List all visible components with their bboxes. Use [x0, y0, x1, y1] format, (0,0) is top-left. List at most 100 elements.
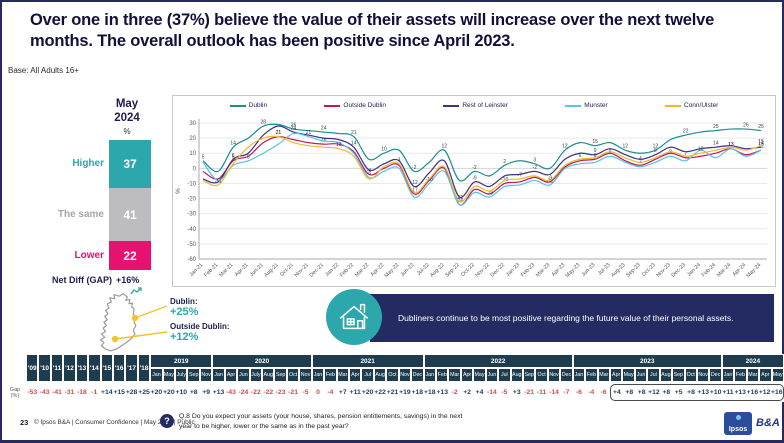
- gap-value: +15: [113, 388, 125, 396]
- timeline-group-16: '16 +15: [112, 354, 126, 402]
- gap-value: +8: [635, 384, 648, 401]
- timeline-month: Feb: [585, 368, 598, 382]
- gap-value: -21: [288, 388, 298, 396]
- bar-segment-lower: 22: [109, 241, 151, 270]
- svg-text:12: 12: [442, 144, 448, 150]
- timeline-month: Jan: [150, 368, 163, 382]
- svg-text:Jun-22: Jun-22: [400, 262, 416, 278]
- svg-text:Feb-23: Feb-23: [520, 262, 536, 278]
- svg-text:-2: -2: [472, 165, 477, 171]
- legend-swatch: [324, 104, 341, 107]
- svg-text:-6: -6: [367, 171, 372, 177]
- gap-value: -53: [27, 388, 38, 396]
- timeline-month: Jan: [212, 368, 225, 382]
- svg-text:-10: -10: [187, 181, 196, 187]
- svg-text:Aug-23: Aug-23: [610, 262, 627, 279]
- gap-value: -4: [588, 388, 595, 396]
- svg-text:30: 30: [189, 121, 196, 127]
- period-year: 2024: [114, 111, 140, 124]
- timeline-group-2023: 2023 Jan Feb Mar Apr May Jun Jul Aug Sep Oct Nov Dec…: [572, 354, 722, 402]
- series-line-munster: [202, 132, 762, 206]
- svg-text:8: 8: [609, 150, 612, 156]
- timeline-group-2019: 2019 Jan May July Sep Nov +20 +20 +10 +8 +9: [150, 354, 213, 402]
- gap-value: -2: [451, 388, 458, 396]
- svg-text:12: 12: [653, 144, 659, 150]
- svg-text:12: 12: [562, 144, 568, 150]
- timeline-month: Sep: [672, 368, 685, 382]
- dublin-label: Dublin:: [170, 297, 198, 306]
- gap-value: +12: [758, 384, 771, 401]
- copyright: © Ipsos B&A | Consumer Confidence | May …: [34, 419, 195, 426]
- svg-text:Oct-22: Oct-22: [460, 262, 476, 278]
- trend-chart: 3020100-10-20-30-40-50-60%Jan-21Feb-21Ma…: [175, 119, 767, 279]
- timeline-group-13: '13 -18: [75, 354, 89, 402]
- svg-text:-2: -2: [533, 165, 538, 171]
- timeline-year: 2021: [311, 354, 424, 368]
- svg-text:24: 24: [291, 126, 297, 132]
- timeline-month: May: [162, 368, 176, 382]
- svg-text:Aug-22: Aug-22: [429, 262, 446, 279]
- timeline-month: Nov: [696, 368, 710, 382]
- series-line-dublin: [202, 123, 762, 182]
- svg-text:12: 12: [758, 144, 764, 150]
- svg-text:Nov-23: Nov-23: [655, 262, 672, 279]
- timeline-month: Mar: [597, 368, 610, 382]
- svg-text:14: 14: [758, 141, 764, 147]
- svg-text:9: 9: [654, 148, 657, 154]
- gap-value: +5: [672, 384, 685, 401]
- dublin-dot: [131, 314, 139, 322]
- gap-value: -14: [549, 388, 559, 396]
- svg-text:26: 26: [743, 123, 749, 129]
- page-number: 23: [20, 418, 29, 427]
- svg-text:-7: -7: [517, 172, 522, 178]
- gap-value: +16: [746, 384, 759, 401]
- period-month: May: [115, 98, 139, 110]
- svg-text:15: 15: [758, 139, 764, 145]
- timeline-year: '13: [75, 354, 89, 382]
- svg-text:Feb-24: Feb-24: [701, 262, 717, 278]
- trend-arrow-icon: [130, 287, 142, 295]
- gap-value: -7: [563, 388, 570, 396]
- timeline-group-18: '18 +25: [137, 354, 151, 402]
- svg-text:12: 12: [622, 144, 628, 150]
- gap-value: +22: [374, 388, 386, 396]
- timeline-year: 2020: [212, 354, 312, 368]
- svg-text:0: 0: [193, 166, 197, 172]
- svg-text:-9: -9: [472, 175, 477, 181]
- timeline-month: Mar: [448, 368, 461, 382]
- timeline-month: Dec: [560, 368, 573, 382]
- svg-text:Mar-21: Mar-21: [218, 262, 234, 278]
- svg-text:Oct-21: Oct-21: [279, 262, 295, 278]
- timeline-year: '09: [26, 354, 39, 382]
- gap-value: -41: [52, 388, 62, 396]
- timeline-group-2022: 2022 Jan Feb Mar Apr May Jun Jul Aug Sep Oct Nov Dec…: [423, 354, 573, 402]
- svg-text:13: 13: [728, 142, 734, 148]
- gap-value: -4: [327, 388, 334, 396]
- svg-text:20: 20: [189, 136, 196, 142]
- timeline-month: Aug: [373, 368, 387, 382]
- svg-text:Mar-24: Mar-24: [716, 262, 732, 278]
- svg-text:Dec-23: Dec-23: [670, 262, 687, 279]
- timeline-month: Jun: [485, 368, 499, 382]
- insight-icon-circle: [326, 289, 382, 345]
- stacked-bar: 37 41 22: [109, 140, 151, 270]
- svg-text:13: 13: [336, 142, 342, 148]
- gap-value: +13: [436, 388, 448, 396]
- svg-text:-4: -4: [367, 168, 372, 174]
- timeline-month: Apr: [609, 368, 623, 382]
- timeline-group-10: '10 -43: [38, 354, 51, 402]
- gap-value: -43: [226, 388, 236, 396]
- svg-text:Sep-22: Sep-22: [444, 262, 461, 279]
- gap-value: +20: [163, 388, 175, 396]
- timeline-group-17: '17 +28: [125, 354, 138, 402]
- svg-text:Sep-23: Sep-23: [625, 262, 642, 279]
- gap-value: +11: [349, 388, 361, 396]
- timeline-month: Jul: [498, 368, 511, 382]
- series-line-outside-dublin: [202, 135, 762, 206]
- outside-dublin-value: +12%: [170, 331, 199, 344]
- svg-text:-9: -9: [548, 175, 553, 181]
- svg-text:-17: -17: [411, 188, 418, 194]
- legend-item-outside-dublin: Outside Dublin: [324, 100, 386, 111]
- timeline-year: 2023: [572, 354, 722, 368]
